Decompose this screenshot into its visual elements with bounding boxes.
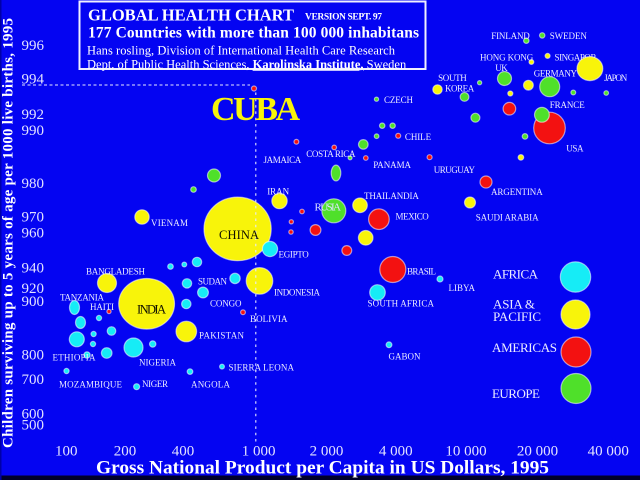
svg-text:INDIA: INDIA [137,303,166,317]
svg-text:EGIPTO: EGIPTO [279,250,310,260]
svg-text:990: 990 [22,123,45,139]
svg-text:BANGLADESH: BANGLADESH [86,267,146,277]
svg-text:URUGUAY: URUGUAY [434,165,476,175]
svg-text:996: 996 [22,38,45,54]
svg-text:CHINA: CHINA [219,228,259,242]
svg-text:960: 960 [22,226,45,242]
svg-text:700: 700 [22,372,45,388]
svg-text:Hans rosling, Division of Inte: Hans rosling, Division of International … [87,44,396,58]
svg-text:CONGO: CONGO [210,299,242,309]
svg-text:100: 100 [55,444,78,460]
svg-text:40 000: 40 000 [588,444,629,460]
svg-text:600: 600 [22,407,45,423]
svg-text:BOLIVIA: BOLIVIA [250,314,288,324]
svg-text:900: 900 [22,294,45,310]
svg-text:Gross National Product per Cap: Gross National Product per Capita in US … [96,458,549,479]
svg-text:BRASIL: BRASIL [407,267,436,277]
svg-text:1 000: 1 000 [242,444,276,460]
svg-text:THAILANDIA: THAILANDIA [364,191,419,201]
svg-text:ETHIOPIA: ETHIOPIA [53,353,97,363]
svg-text:Dept. of Public Health Science: Dept. of Public Health Sciences, Karolin… [87,58,407,72]
svg-text:SOUTH AFRICA: SOUTH AFRICA [368,299,435,309]
svg-text:GABON: GABON [389,352,422,362]
svg-text:SOUTH: SOUTH [438,73,467,83]
svg-text:4 000: 4 000 [379,444,413,460]
svg-text:UK: UK [495,63,508,73]
svg-text:LIBYA: LIBYA [449,283,476,293]
svg-text:2 000: 2 000 [310,444,344,460]
svg-text:USA: USA [566,144,584,154]
svg-text:GLOBAL HEALTH CHART: GLOBAL HEALTH CHART [88,6,294,25]
svg-text:20 000: 20 000 [517,444,558,460]
svg-text:200: 200 [114,444,137,460]
svg-text:AFRICA: AFRICA [493,267,539,282]
svg-text:IRAN: IRAN [267,187,289,197]
svg-text:SWEDEN: SWEDEN [550,31,588,41]
svg-text:SIERRA LEONA: SIERRA LEONA [229,363,295,373]
svg-text:HAITI: HAITI [90,302,114,312]
svg-text:JAMAICA: JAMAICA [264,155,302,165]
svg-text:ANGOLA: ANGOLA [191,380,231,390]
svg-text:10 000: 10 000 [445,444,486,460]
svg-text:NIGERIA: NIGERIA [139,358,177,368]
svg-text:FRANCE: FRANCE [550,100,586,110]
svg-text:SINGAPOR: SINGAPOR [555,52,597,62]
svg-text:SUDAN: SUDAN [198,277,228,287]
svg-text:VIENAM: VIENAM [151,218,188,228]
svg-text:VERSION SEPT. 97: VERSION SEPT. 97 [305,13,382,23]
svg-text:HONG KONG: HONG KONG [480,52,534,62]
svg-text:JAPON: JAPON [604,73,628,83]
svg-text:Children surviving up to 5 yea: Children surviving up to 5 years of age … [1,18,17,448]
svg-text:940: 940 [22,261,45,277]
svg-text:500: 500 [22,418,45,434]
svg-text:GERMANY: GERMANY [534,68,578,78]
svg-text:980: 980 [22,176,45,192]
svg-text:MEXICO: MEXICO [396,212,430,222]
svg-text:TANZANIA: TANZANIA [60,293,105,303]
svg-text:RUSIA: RUSIA [315,202,342,214]
svg-text:SAUDI ARABIA: SAUDI ARABIA [476,212,539,222]
svg-text:CHILE: CHILE [405,132,432,142]
svg-text:970: 970 [22,210,45,226]
svg-text:992: 992 [22,107,45,123]
svg-text:177 Countries with more than 1: 177 Countries with more than 100 000 inh… [88,25,419,42]
svg-text:PAKISTAN: PAKISTAN [199,331,245,341]
svg-text:NIGER: NIGER [142,379,168,389]
svg-text:CZECH: CZECH [384,95,414,105]
svg-text:ASIA &: ASIA & [493,297,535,312]
svg-text:MOZAMBIQUE: MOZAMBIQUE [59,380,123,390]
svg-text:AMERICAS: AMERICAS [492,340,557,355]
svg-text:INDONESIA: INDONESIA [274,288,321,298]
svg-text:800: 800 [22,348,45,364]
svg-text:FINLAND: FINLAND [491,31,530,41]
svg-text:CUBA: CUBA [211,91,300,128]
svg-text:KOREA: KOREA [445,84,475,94]
svg-text:PANAMA: PANAMA [373,160,411,170]
svg-text:PACIFIC: PACIFIC [493,309,541,324]
svg-text:EUROPE: EUROPE [492,386,540,401]
svg-text:COSTA RICA: COSTA RICA [306,149,356,159]
svg-text:ARGENTINA: ARGENTINA [491,187,543,197]
svg-text:920: 920 [22,281,45,297]
svg-text:994: 994 [22,72,45,88]
svg-text:400: 400 [172,444,195,460]
